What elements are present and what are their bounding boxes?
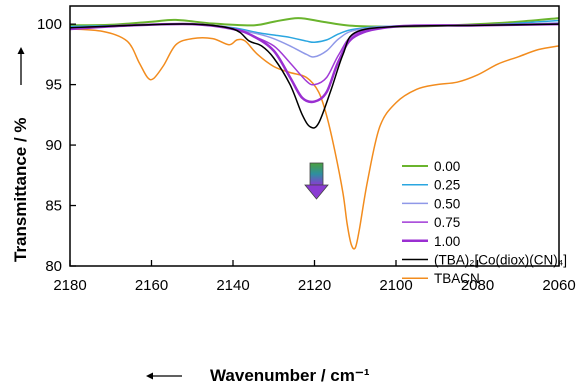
x-tick-label: 2100 (379, 277, 412, 294)
y-tick-label: 80 (45, 258, 62, 275)
y-tick-label: 95 (45, 77, 62, 94)
plot-series (69, 17, 560, 250)
legend-label: 0.50 (434, 196, 460, 211)
x-tick-label: 2080 (461, 277, 494, 294)
plot-frame (69, 5, 560, 267)
y-axis-title: Transmittance / % (11, 117, 30, 262)
x-tick-label: 2160 (135, 277, 168, 294)
axis-ticks: 2180 2160 2140 2120 2100 2080 2060 80 85 90 95 100 (37, 16, 576, 294)
legend-label: 0.75 (434, 215, 460, 230)
y-tick-label: 100 (37, 16, 62, 33)
legend-label: 0.00 (434, 159, 460, 174)
series-line-6 (69, 28, 560, 250)
legend-label: 0.25 (434, 178, 460, 193)
series-line-3 (69, 23, 560, 86)
x-tick-label: 2180 (53, 277, 86, 294)
legend-label: (TBA)₂[Co(diox)(CN)₄] (434, 253, 567, 268)
series-line-2 (69, 22, 560, 58)
gradient-arrow (304, 162, 329, 200)
x-axis-title-group: Wavenumber / cm⁻¹ (146, 366, 370, 385)
series-line-5 (69, 23, 560, 129)
x-tick-label: 2120 (298, 277, 331, 294)
legend-label: 1.00 (434, 234, 460, 249)
x-axis-title: Wavenumber / cm⁻¹ (210, 366, 370, 385)
x-tick-label: 2140 (216, 277, 249, 294)
series-line-4 (69, 22, 560, 104)
y-tick-label: 90 (45, 137, 62, 154)
x-tick-label: 2060 (542, 277, 575, 294)
y-axis-title-group: Transmittance / % (11, 47, 30, 262)
y-tick-label: 85 (45, 198, 62, 215)
legend-label: TBACN (434, 271, 480, 286)
legend: 0.00 0.25 0.50 0.75 1.00 (TBA)₂[Co(diox)(CN)₄… (402, 159, 567, 286)
